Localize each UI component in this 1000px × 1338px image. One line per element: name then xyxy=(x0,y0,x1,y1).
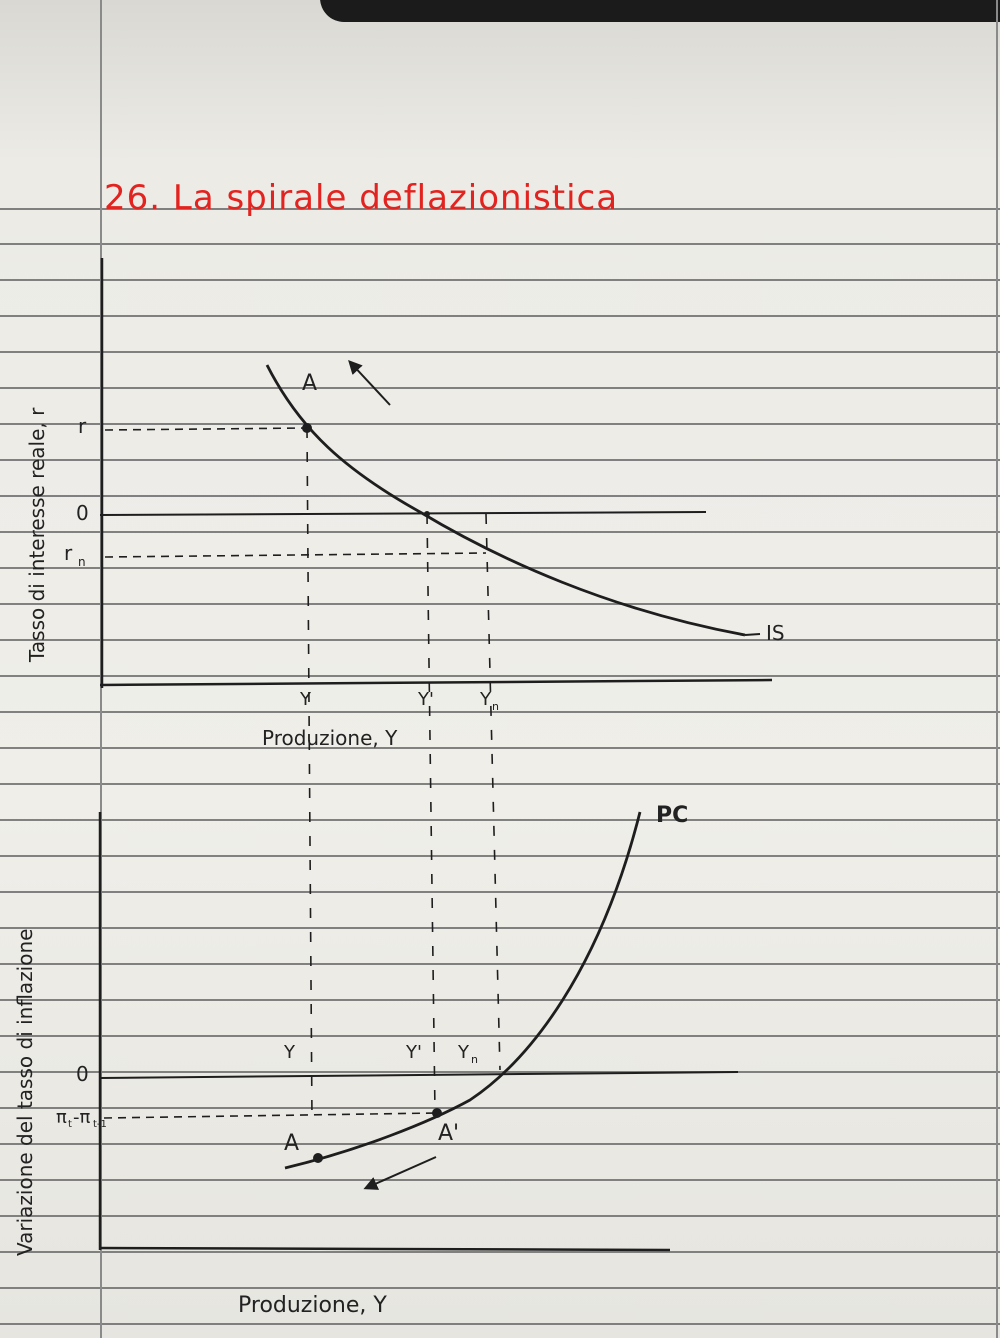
x-axis-label: Produzione, Y xyxy=(238,1293,387,1318)
ruled-line xyxy=(0,819,1000,821)
y-tick-rn: r xyxy=(64,541,73,565)
is-curve-label: IS xyxy=(766,621,785,645)
x-axis xyxy=(99,1246,671,1252)
ruled-line xyxy=(0,279,1000,281)
page-title: 26. La spirale deflazionistica xyxy=(104,178,619,218)
ruled-line xyxy=(0,1179,1000,1181)
point-a xyxy=(313,1153,323,1163)
ruled-line xyxy=(0,1323,1000,1325)
y-tick-pi: π xyxy=(56,1107,67,1128)
ruled-line xyxy=(0,423,1000,425)
ruled-line xyxy=(0,208,1000,210)
y-tick-pi-subscript: t xyxy=(68,1119,72,1130)
ruled-line xyxy=(0,999,1000,1001)
point-label-a: A xyxy=(302,371,317,396)
y-prime-dashed-line xyxy=(426,513,436,1114)
x-tick-yn-subscript: n xyxy=(492,700,499,713)
pc-curve-label: PC xyxy=(656,803,688,828)
ruled-line xyxy=(0,387,1000,389)
bottom-panel: PC A A' 0 π t -π t-1 Y Y' Y n Produzione… xyxy=(13,803,739,1318)
ruled-line xyxy=(0,1287,1000,1289)
ruled-line xyxy=(0,963,1000,965)
ruled-line xyxy=(0,855,1000,857)
is-curve-tail xyxy=(744,633,761,636)
x-tick-yn-subscript: n xyxy=(471,1053,478,1066)
ruled-line xyxy=(0,351,1000,353)
ruled-line xyxy=(0,783,1000,785)
margin-line xyxy=(996,0,998,1338)
rn-dashed-line xyxy=(104,552,487,558)
inflation-change-dashed-line xyxy=(103,1112,438,1119)
ruled-line xyxy=(0,243,1000,245)
point-a xyxy=(302,423,312,433)
y-tick-pi-prev-subscript: t-1 xyxy=(93,1119,107,1130)
ruled-line xyxy=(0,675,1000,677)
x-tick-y: Y xyxy=(283,1042,296,1063)
ruled-line xyxy=(0,1035,1000,1037)
x-axis xyxy=(99,678,773,687)
x-tick-y-prime: Y' xyxy=(417,689,434,710)
ruled-line xyxy=(0,459,1000,461)
pen xyxy=(320,0,1000,22)
ruled-line xyxy=(0,603,1000,605)
yn-dashed-line xyxy=(485,513,501,1071)
x-tick-y-prime: Y' xyxy=(405,1042,422,1063)
ruled-line xyxy=(0,1251,1000,1253)
ruled-line xyxy=(0,639,1000,641)
ruled-line xyxy=(0,927,1000,929)
ruled-line xyxy=(0,891,1000,893)
y-tick-rn-subscript: n xyxy=(78,555,86,569)
y-axis-label: Tasso di interesse reale, r xyxy=(25,407,49,663)
top-panel: A IS r 0 r n Y Y' Y n Produzione, Y Tass… xyxy=(25,258,785,1121)
x-axis-label: Produzione, Y xyxy=(262,726,398,750)
ruled-line xyxy=(0,1143,1000,1145)
point-a-prime xyxy=(432,1108,442,1118)
point-label-a: A xyxy=(284,1131,299,1156)
ruled-line xyxy=(0,495,1000,497)
ruled-line xyxy=(0,1215,1000,1217)
movement-arrow xyxy=(348,359,391,406)
r-dashed-line xyxy=(104,427,308,431)
y-tick-pi-prev: -π xyxy=(73,1107,90,1128)
ruled-line xyxy=(0,567,1000,569)
point-label-a-prime: A' xyxy=(438,1121,459,1146)
x-tick-yn: Y xyxy=(479,689,492,710)
pc-curve xyxy=(284,811,642,1170)
ruled-line xyxy=(0,1107,1000,1109)
y-tick-r: r xyxy=(78,414,87,438)
y-tick-zero: 0 xyxy=(76,501,89,525)
ruled-line xyxy=(0,711,1000,713)
zero-line xyxy=(99,1071,739,1079)
point-zero-crossing xyxy=(424,511,430,517)
is-curve xyxy=(265,364,746,637)
y-tick-zero: 0 xyxy=(76,1062,89,1086)
movement-arrow xyxy=(363,1156,437,1190)
ruled-line xyxy=(0,1071,1000,1073)
ruled-line xyxy=(0,315,1000,317)
ruled-line xyxy=(0,531,1000,533)
y-axis-label: Variazione del tasso di inflazione xyxy=(13,929,37,1256)
ruled-line xyxy=(0,747,1000,749)
x-tick-yn: Y xyxy=(457,1042,470,1063)
x-tick-y: Y xyxy=(299,689,312,710)
y-dashed-line xyxy=(306,427,313,1121)
zero-line xyxy=(99,511,707,516)
